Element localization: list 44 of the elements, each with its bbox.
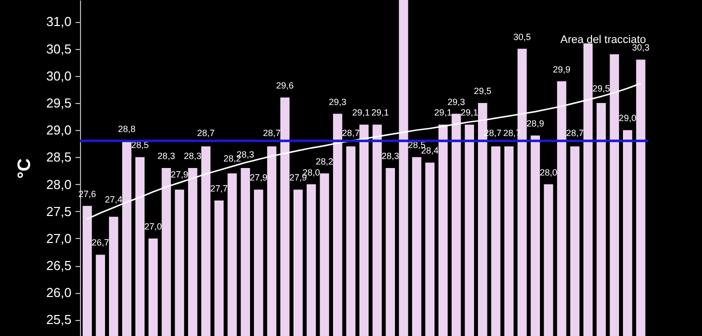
data-label: 26,7 [92, 238, 110, 248]
y-tick-label: 27,0 [46, 230, 72, 246]
data-label: 29,6 [276, 80, 294, 91]
data-label: 29,5 [592, 83, 610, 94]
data-label: 28,9 [526, 118, 544, 128]
data-label: 27,9 [170, 170, 188, 180]
data-label: 27,0 [144, 221, 162, 232]
data-label: 28,5 [408, 140, 426, 150]
data-label: 29,0 [618, 113, 636, 124]
data-label: 28,3 [158, 151, 176, 161]
data-label: 29,9 [552, 64, 570, 74]
y-tick-label: 26,0 [46, 285, 72, 300]
data-label: 28,8 [118, 124, 136, 134]
data-label: 28,0 [540, 167, 558, 178]
data-label: 29,3 [328, 96, 346, 107]
y-tick-label: 25,5 [46, 312, 72, 328]
data-label: 27,9 [250, 172, 268, 183]
data-label: 28,5 [131, 140, 149, 150]
y-tick-label: 30,0 [46, 68, 72, 84]
data-label: 28,7 [342, 128, 360, 138]
y-tick-label: 28,0 [46, 176, 72, 192]
data-label: 28,2 [316, 156, 334, 166]
y-tick-label: 30,5 [46, 41, 72, 56]
y-tick-label: 31,0 [46, 14, 72, 30]
data-label: 30,5 [513, 32, 531, 42]
data-label: 28,3 [184, 151, 202, 161]
data-label: 29,1 [371, 108, 389, 118]
data-label: 29,1 [352, 108, 370, 118]
data-label: 30,3 [632, 42, 650, 53]
data-label: 28,7 [197, 128, 215, 138]
y-axis-title: °C [14, 158, 34, 179]
data-label: 28,7 [262, 128, 281, 138]
data-label: 29,1 [434, 108, 452, 118]
data-label: 27,7 [210, 184, 228, 194]
y-tick-label: 29,5 [46, 95, 72, 110]
y-tick-label: 26,5 [46, 258, 72, 274]
data-label: 29,1 [460, 108, 478, 118]
data-label: 28,7 [566, 128, 584, 138]
y-tick-label: 27,5 [46, 204, 72, 219]
data-label: 28,3 [382, 151, 400, 161]
data-label: 29,3 [447, 96, 466, 107]
y-tick-label: 29,0 [46, 122, 72, 138]
data-label: 29,5 [474, 86, 492, 96]
y-tick-label: 28,5 [46, 150, 72, 165]
